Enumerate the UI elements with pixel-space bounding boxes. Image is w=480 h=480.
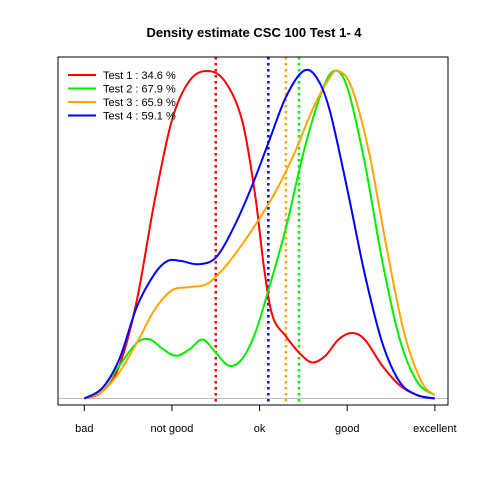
x-tick-label: good [335,423,359,435]
chart-title: Density estimate CSC 100 Test 1- 4 [146,25,362,40]
x-tick-label: bad [75,423,93,435]
legend-label-test-4: Test 4 : 59.1 % [103,111,176,123]
density-line-test-3 [83,69,436,400]
legend-label-test-2: Test 2 : 67.9 % [103,84,176,96]
plot-frame [57,56,449,406]
density-line-test-1 [83,70,436,400]
x-tick-label: ok [254,423,266,435]
x-tick-label: excellent [413,423,456,435]
legend-label-test-3: Test 3 : 65.9 % [103,97,176,109]
density-line-test-4 [83,68,436,400]
density-line-test-2 [83,69,436,400]
legend-label-test-1: Test 1 : 34.6 % [103,70,176,82]
x-tick-label: not good [151,423,194,435]
